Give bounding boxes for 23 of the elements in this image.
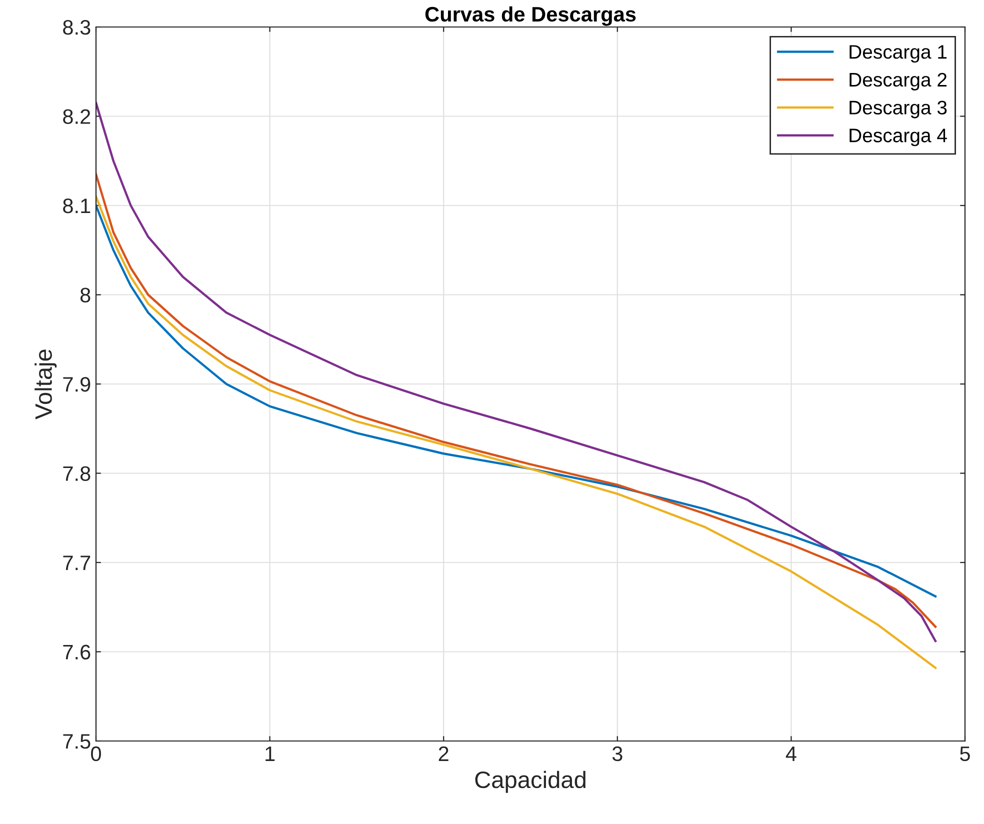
y-tick-label: 7.5 [63,734,90,749]
y-tick-label: 8 [80,288,90,303]
x-tick-label: 5 [960,746,970,762]
x-axis-title: Capacidad [475,770,586,793]
y-tick-label: 7.7 [63,556,90,570]
legend-label: Descarga 4 [850,128,947,146]
y-tick-label: 7.6 [63,644,90,660]
x-tick-label: 2 [438,746,448,761]
chart-title: Curvas de Descargas [425,6,636,26]
y-tick-label: 7.9 [63,377,90,392]
x-tick-label: 3 [612,746,622,762]
y-tick-label: 8.2 [63,109,90,124]
y-tick-label: 8.1 [63,198,90,214]
legend-label: Descarga 2 [850,72,947,90]
x-tick-label: 1 [266,746,275,761]
y-axis-title: Voltaje [34,350,57,420]
x-tick-label: 4 [786,746,796,761]
x-tick-label: 0 [91,746,101,762]
y-tick-label: 7.8 [63,466,90,482]
y-tick-label: 8.3 [63,20,90,35]
legend-label: Descarga 3 [850,100,947,118]
line-series [96,102,937,642]
legend-label: Descarga 1 [850,45,947,63]
